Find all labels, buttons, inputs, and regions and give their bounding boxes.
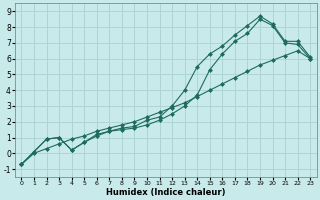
- X-axis label: Humidex (Indice chaleur): Humidex (Indice chaleur): [106, 188, 226, 197]
